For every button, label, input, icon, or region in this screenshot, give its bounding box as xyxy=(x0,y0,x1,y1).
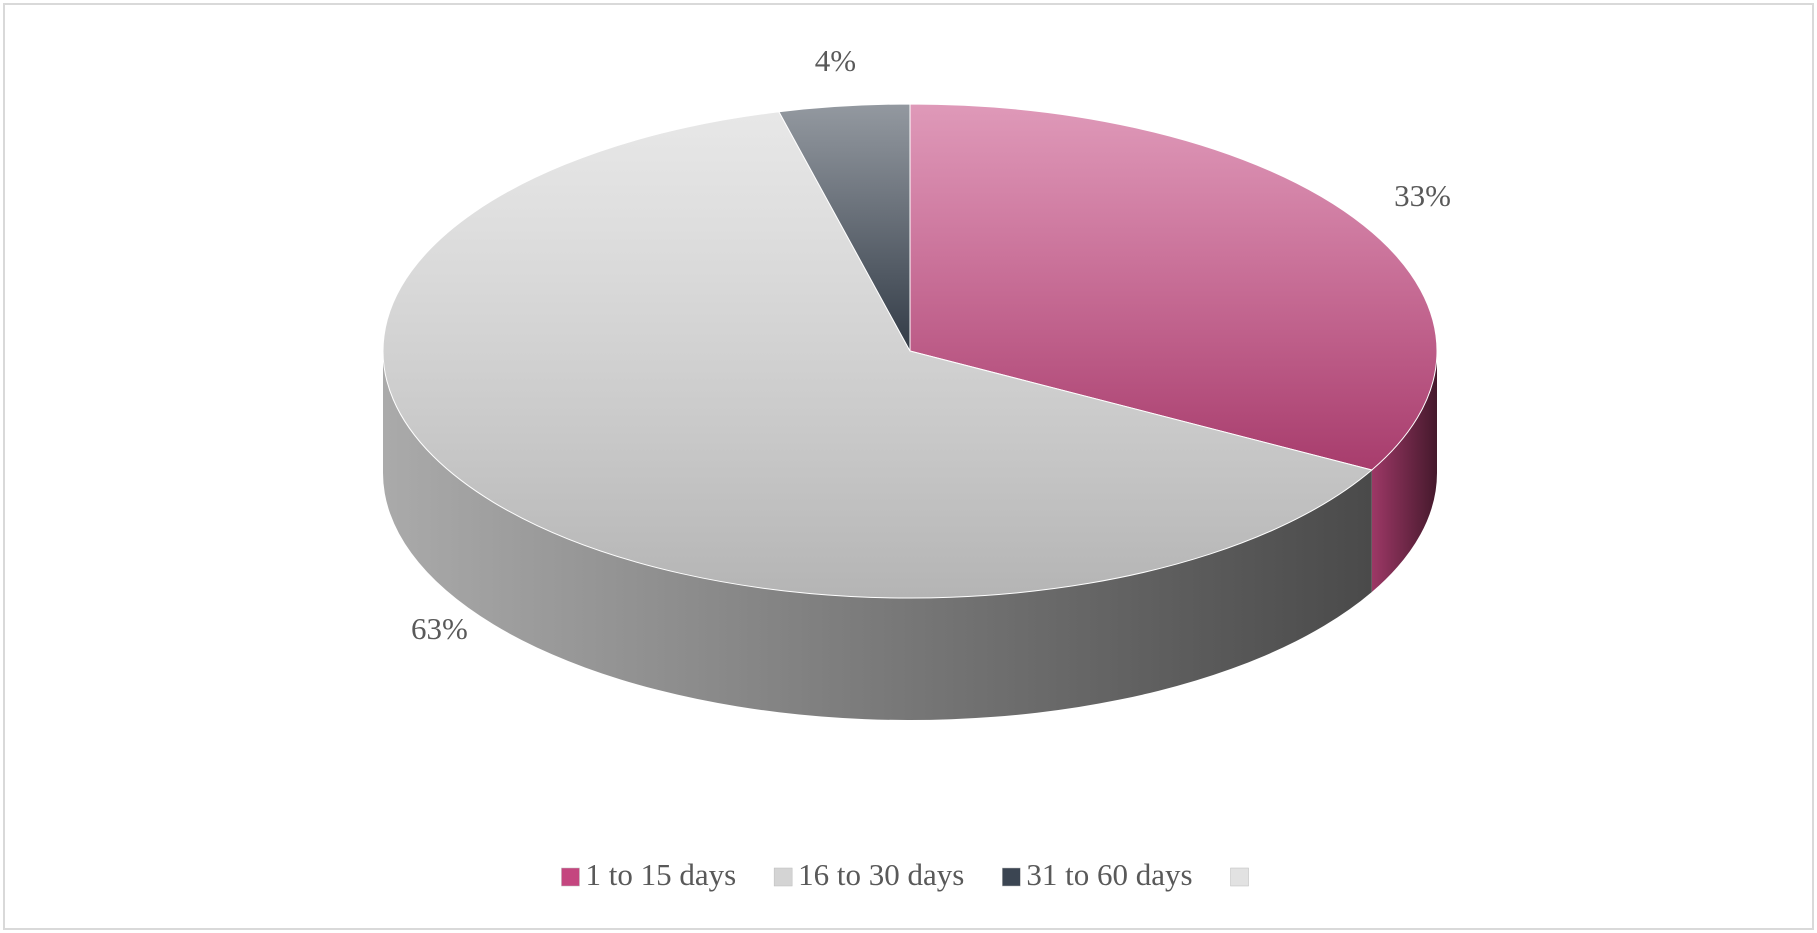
legend: 1 to 15 days 16 to 30 days 31 to 60 days xyxy=(561,857,1249,892)
legend-swatch xyxy=(773,867,793,887)
pie-slice xyxy=(382,111,1373,599)
legend-swatch xyxy=(561,867,580,887)
legend-label: 31 to 60 days xyxy=(1026,857,1192,892)
legend-label: 16 to 30 days xyxy=(798,857,964,892)
pie-slice xyxy=(909,103,1438,471)
data-label: 33% xyxy=(1394,178,1451,213)
pie-side xyxy=(383,351,1372,721)
legend-swatch xyxy=(1002,867,1021,887)
pie-side xyxy=(1371,351,1437,592)
legend-label: 1 to 15 days xyxy=(585,857,736,892)
data-label: 4% xyxy=(815,43,856,78)
data-label: 63% xyxy=(411,611,468,646)
legend-swatch xyxy=(1230,867,1249,887)
